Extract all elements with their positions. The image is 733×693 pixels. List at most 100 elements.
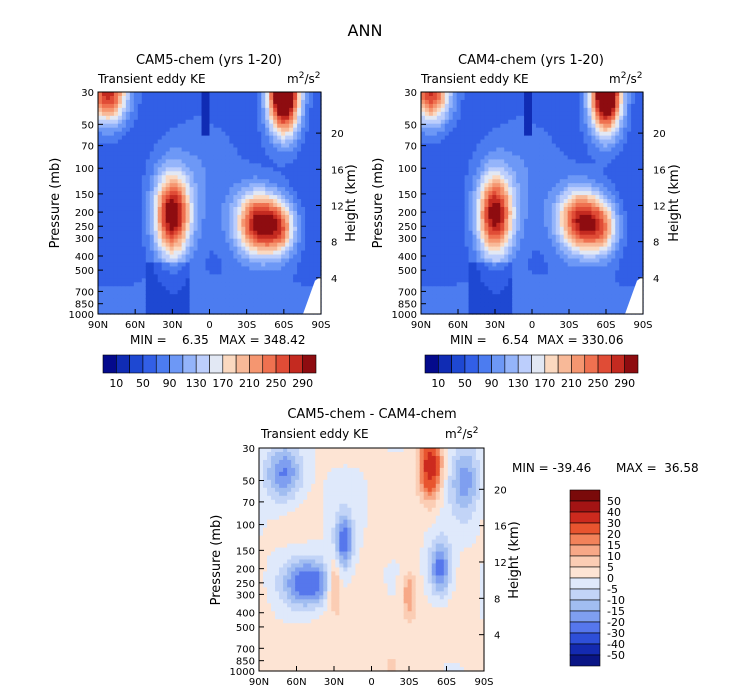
contour-cell (117, 191, 123, 196)
contour-cell (129, 294, 135, 299)
contour-cell (265, 294, 270, 299)
contour-cell (177, 242, 183, 248)
contour-cell (141, 187, 147, 192)
contour-cell (185, 274, 191, 279)
contour-cell (293, 234, 298, 240)
contour-cell (476, 298, 482, 303)
contour-cell (285, 282, 290, 287)
contour-cell (201, 294, 207, 299)
contour-cell (101, 163, 107, 168)
contour-cell (508, 246, 513, 252)
contour-cell (539, 111, 545, 117)
contour-cell (233, 119, 238, 125)
contour-cell (500, 234, 505, 240)
contour-cell (129, 210, 135, 216)
contour-cell (229, 103, 234, 109)
contour-cell (161, 171, 167, 176)
contour-cell (436, 294, 442, 299)
contour-cell (225, 282, 231, 287)
contour-cell (301, 183, 306, 188)
panel-cam4: CAM4-chem (yrs 1-20) Transient eddy KE m… (371, 53, 682, 390)
contour-cell (492, 266, 497, 271)
contour-cell (109, 262, 115, 268)
contour-cell (181, 286, 187, 291)
contour-cell (161, 266, 167, 271)
contour-cell (173, 270, 179, 275)
contour-cell (516, 203, 521, 208)
contour-cell (105, 222, 111, 228)
contour-cell (543, 206, 549, 212)
contour-cell (181, 310, 187, 315)
contour-cell (460, 147, 466, 153)
y2-tick-label: 20 (331, 129, 344, 140)
contour-cell (421, 274, 426, 279)
contour-cell (539, 262, 545, 268)
contour-cell (117, 159, 123, 164)
contour-cell (101, 171, 107, 176)
contour-cell (512, 254, 517, 260)
contour-cell (305, 143, 310, 149)
contour-cell (113, 123, 119, 129)
contour-cell (301, 246, 306, 252)
contour-cell (181, 242, 187, 248)
contour-cell (421, 179, 426, 184)
contour-cell (452, 254, 458, 260)
contour-cell (185, 250, 191, 256)
contour-cell (137, 214, 143, 220)
contour-cell (464, 262, 470, 268)
contour-cell (249, 210, 254, 216)
contour-cell (261, 135, 266, 141)
contour-cell (484, 278, 489, 283)
contour-cell (472, 151, 478, 157)
contour-cell (181, 127, 187, 133)
contour-cell (480, 199, 486, 204)
contour-cell (261, 226, 266, 232)
contour-cell (289, 123, 294, 129)
contour-cell (301, 151, 306, 157)
colorbar: 10 50 90 130 170 210 250 290 (102, 354, 317, 390)
contour-cell (233, 179, 238, 184)
contour-cell (285, 238, 290, 244)
contour-cell (217, 238, 223, 244)
contour-cell (201, 218, 207, 224)
contour-cell (125, 167, 131, 172)
contour-cell (484, 302, 489, 307)
contour-cell (101, 262, 107, 268)
contour-cell (105, 206, 111, 212)
contour-cell (173, 298, 179, 303)
contour-cell (500, 163, 505, 168)
contour-cell (480, 123, 486, 129)
contour-cell (221, 199, 227, 204)
contour-cell (113, 210, 119, 216)
contour-cell (245, 171, 250, 176)
contour-cell (217, 218, 223, 224)
contour-cell (205, 195, 211, 200)
contour-cell (460, 143, 466, 149)
contour-cell (508, 171, 513, 176)
contour-cell (257, 270, 262, 275)
contour-cell (265, 163, 270, 168)
contour-cell (432, 258, 438, 264)
contour-cell (436, 262, 442, 268)
contour-cell (149, 274, 155, 279)
contour-cell (532, 266, 537, 271)
contour-cell (189, 195, 195, 200)
contour-cell (225, 242, 231, 248)
contour-cell (185, 195, 191, 200)
contour-cell (165, 171, 171, 176)
contour-cell (257, 171, 262, 176)
contour-cell (233, 250, 238, 256)
contour-cell (444, 195, 450, 200)
contour-cell (516, 159, 521, 164)
contour-cell (105, 155, 111, 160)
contour-cell (317, 258, 322, 264)
contour-cell (193, 278, 199, 283)
contour-cell (528, 250, 533, 256)
contour-cell (161, 135, 167, 141)
contour-cell (149, 294, 155, 299)
contour-cell (149, 107, 155, 113)
contour-cell (157, 294, 163, 299)
contour-cell (241, 306, 246, 311)
contour-cell (141, 290, 147, 295)
contour-cell (98, 111, 103, 117)
